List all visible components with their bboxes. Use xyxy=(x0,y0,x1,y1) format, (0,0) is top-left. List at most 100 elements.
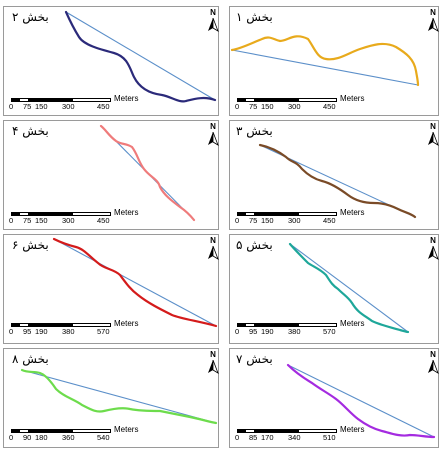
route-map xyxy=(286,363,436,439)
scale-tick-label: 510 xyxy=(323,433,336,442)
north-label: N xyxy=(210,350,216,359)
panel-title: بخش ۲ xyxy=(12,10,49,24)
scale-tick-label: 300 xyxy=(288,102,301,111)
map-panel-p5: بخش ۵ N Meters 0 95 190 380 570 xyxy=(229,234,439,344)
scale-tick-label: 150 xyxy=(35,102,48,111)
panel-title: بخش ۸ xyxy=(12,352,49,366)
scale-tick-label: 190 xyxy=(261,327,274,336)
scale-tick-label: 95 xyxy=(249,327,258,336)
north-label: N xyxy=(210,8,216,17)
route-path xyxy=(20,368,218,425)
scale-tick-label: 340 xyxy=(288,433,301,442)
route-map xyxy=(230,35,420,87)
scale-tick-label: 450 xyxy=(323,102,336,111)
scale-tick-label: 540 xyxy=(97,433,110,442)
scale-tick-label: 450 xyxy=(97,216,110,225)
north-arrow-icon: N xyxy=(207,122,219,147)
map-panel-p4: بخش ۴ N Meters 0 75 150 300 450 xyxy=(3,120,219,230)
scale-tick-label: 75 xyxy=(23,216,32,225)
route-path xyxy=(64,10,217,103)
route-map xyxy=(52,237,218,328)
scale-unit-label: Meters xyxy=(340,319,365,328)
scale-tick-label: 0 xyxy=(235,327,240,336)
route-path xyxy=(52,237,218,328)
scale-tick-label: 0 xyxy=(9,216,14,225)
route-path xyxy=(230,35,420,87)
scale-tick-label: 300 xyxy=(288,216,301,225)
scale-tick-label: 300 xyxy=(62,102,75,111)
scale-tick-label: 360 xyxy=(62,433,75,442)
straight-reference-line xyxy=(53,238,217,327)
map-panel-p8: بخش ۸ N Meters 0 90 180 360 540 xyxy=(3,348,219,448)
scale-unit-label: Meters xyxy=(340,425,365,434)
route-path xyxy=(286,363,436,439)
straight-reference-line xyxy=(231,49,419,86)
map-panel-p3: بخش ۳ N Meters 0 75 150 300 450 xyxy=(229,120,439,230)
scale-unit-label: Meters xyxy=(114,94,139,103)
scale-tick-label: 450 xyxy=(323,216,336,225)
map-panel-p6: بخش ۶ N Meters 0 95 190 380 570 xyxy=(3,234,219,344)
north-arrow-icon: N xyxy=(427,350,439,375)
scale-tick-label: 85 xyxy=(249,433,258,442)
scale-unit-label: Meters xyxy=(114,319,139,328)
scale-tick-label: 150 xyxy=(261,216,274,225)
north-arrow-icon: N xyxy=(427,236,439,261)
route-map xyxy=(99,124,196,222)
scale-tick-label: 0 xyxy=(235,433,240,442)
route-map xyxy=(258,143,417,219)
map-panel-p1: بخش ۱ N Meters 0 75 150 300 450 xyxy=(229,6,439,116)
scale-tick-label: 0 xyxy=(9,327,14,336)
scale-tick-label: 570 xyxy=(97,327,110,336)
scale-tick-label: 75 xyxy=(23,102,32,111)
scale-tick-label: 180 xyxy=(35,433,48,442)
north-label: N xyxy=(430,122,436,131)
straight-reference-line xyxy=(287,364,435,438)
panel-title: بخش ۴ xyxy=(12,124,49,138)
scale-tick-label: 75 xyxy=(249,102,258,111)
scale-tick-label: 90 xyxy=(23,433,32,442)
scale-tick-label: 75 xyxy=(249,216,258,225)
scale-unit-label: Meters xyxy=(114,208,139,217)
north-label: N xyxy=(210,236,216,245)
straight-reference-line xyxy=(65,11,216,101)
route-path xyxy=(288,242,410,334)
scale-unit-label: Meters xyxy=(340,208,365,217)
north-label: N xyxy=(210,122,216,131)
north-arrow-icon: N xyxy=(427,8,439,33)
scale-tick-label: 0 xyxy=(9,433,14,442)
scale-tick-label: 150 xyxy=(35,216,48,225)
scale-unit-label: Meters xyxy=(340,94,365,103)
scale-tick-label: 190 xyxy=(35,327,48,336)
panel-title: بخش ۷ xyxy=(236,352,273,366)
straight-reference-line xyxy=(21,369,217,424)
scale-tick-label: 300 xyxy=(62,216,75,225)
north-label: N xyxy=(430,8,436,17)
north-arrow-icon: N xyxy=(207,236,219,261)
route-path xyxy=(99,124,196,222)
panel-title: بخش ۳ xyxy=(236,124,273,138)
panel-title: بخش ۵ xyxy=(236,238,273,252)
scale-unit-label: Meters xyxy=(114,425,139,434)
route-path xyxy=(258,143,417,219)
scale-tick-label: 170 xyxy=(261,433,274,442)
straight-reference-line xyxy=(289,243,409,333)
route-map xyxy=(288,242,410,334)
panel-title: بخش ۶ xyxy=(12,238,49,252)
scale-tick-label: 150 xyxy=(261,102,274,111)
scale-tick-label: 380 xyxy=(62,327,75,336)
scale-tick-label: 0 xyxy=(235,216,240,225)
route-map xyxy=(20,368,218,425)
panel-title: بخش ۱ xyxy=(236,10,273,24)
scale-tick-label: 95 xyxy=(23,327,32,336)
route-map xyxy=(64,10,217,103)
north-label: N xyxy=(430,350,436,359)
north-arrow-icon: N xyxy=(207,8,219,33)
map-panel-p7: بخش ۷ N Meters 0 85 170 340 510 xyxy=(229,348,439,448)
scale-tick-label: 380 xyxy=(288,327,301,336)
scale-tick-label: 570 xyxy=(323,327,336,336)
map-panel-p2: بخش ۲ N Meters 0 75 150 300 450 xyxy=(3,6,219,116)
scale-tick-label: 0 xyxy=(9,102,14,111)
scale-tick-label: 0 xyxy=(235,102,240,111)
north-arrow-icon: N xyxy=(427,122,439,147)
scale-tick-label: 450 xyxy=(97,102,110,111)
